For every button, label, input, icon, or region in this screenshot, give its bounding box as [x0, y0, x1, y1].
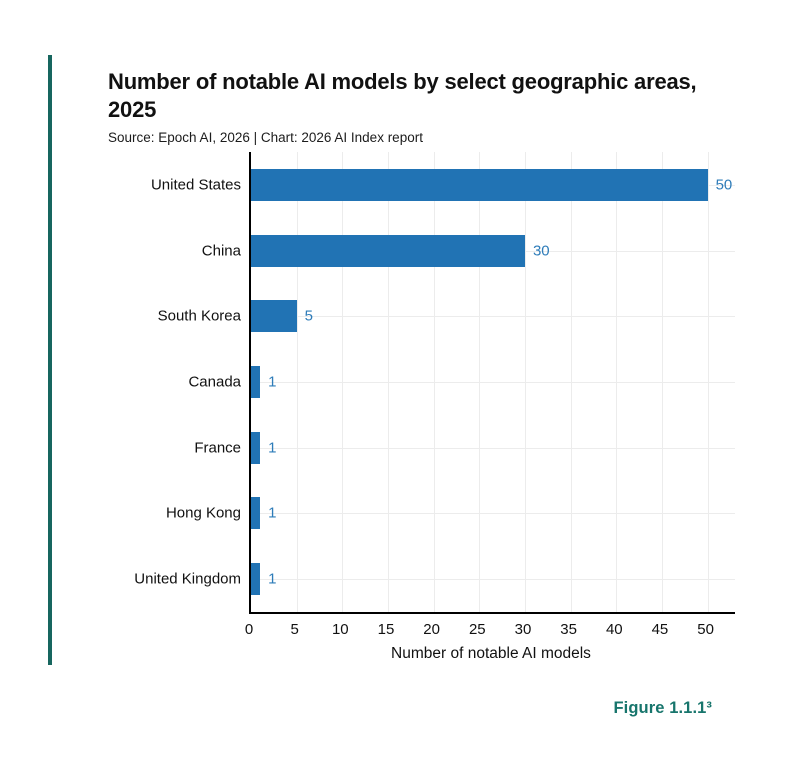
- chart-title: Number of notable AI models by select ge…: [108, 69, 697, 122]
- category-label: France: [194, 439, 241, 457]
- bar: [251, 366, 261, 398]
- bar-value-label: 1: [268, 439, 277, 457]
- x-axis-label: Number of notable AI models: [391, 645, 591, 662]
- x-tick-label: 35: [560, 621, 577, 638]
- bar: [251, 234, 525, 267]
- gridline-horizontal: [251, 447, 735, 449]
- accent-line: [48, 55, 52, 665]
- bar-value-label: 1: [268, 373, 277, 391]
- x-tick-label: 5: [290, 621, 299, 638]
- x-tick-label: 10: [331, 621, 349, 638]
- category-label: Hong Kong: [165, 504, 241, 522]
- figure-label: Figure 1.1.1³: [613, 699, 712, 717]
- bar: [251, 300, 297, 333]
- gridline-horizontal: [251, 513, 735, 515]
- bar-value-label: 5: [304, 307, 313, 325]
- x-tick-label: 25: [468, 621, 486, 638]
- gridline-horizontal: [251, 316, 735, 318]
- bar-value-label: 30: [532, 242, 550, 260]
- x-tick-label: 50: [697, 621, 714, 638]
- x-tick-label: 45: [651, 621, 669, 638]
- category-label: China: [201, 242, 241, 260]
- category-labels: United States China South Korea Canada Franc…: [108, 152, 241, 612]
- bar: [251, 563, 261, 596]
- x-tick-label: 20: [423, 621, 440, 638]
- x-axis-ticks: 0 5 10 15 20 25 30 35 40 45 50: [245, 621, 733, 641]
- plot-area: 50 30 5 1 1 1 1: [249, 152, 735, 614]
- category-label: South Korea: [157, 307, 241, 325]
- category-label: United Kingdom: [134, 570, 241, 588]
- category-label: United States: [150, 176, 241, 194]
- bar: [251, 497, 261, 530]
- bar: [251, 168, 708, 201]
- x-tick-label: 30: [514, 621, 532, 638]
- bar-chart: United States China South Korea Canada Franc…: [108, 152, 768, 672]
- category-label: Canada: [188, 373, 241, 391]
- bar: [251, 431, 261, 464]
- x-tick-label: 15: [377, 621, 395, 638]
- chart-header: Number of notable AI models by select ge…: [108, 68, 738, 145]
- bar-value-label: 50: [715, 176, 733, 194]
- gridline-horizontal: [251, 579, 735, 581]
- bar-value-label: 1: [268, 504, 277, 522]
- bar-value-label: 1: [268, 570, 277, 588]
- x-tick-label: 0: [244, 621, 254, 638]
- chart-source: Source: Epoch AI, 2026 | Chart: 2026 AI …: [108, 130, 423, 145]
- x-tick-label: 40: [605, 621, 623, 638]
- gridline-horizontal: [251, 382, 735, 383]
